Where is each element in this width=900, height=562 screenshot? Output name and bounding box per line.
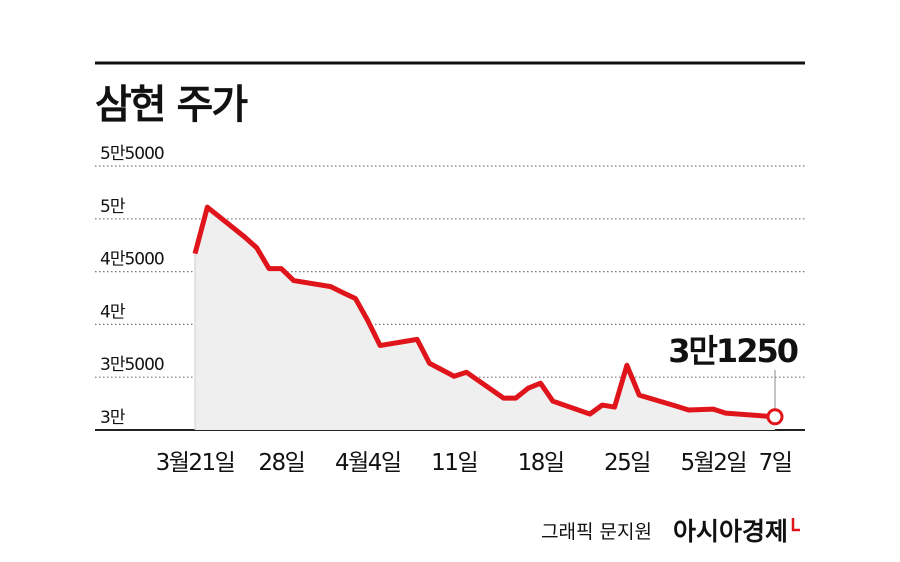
x-tick-label: 11일 (431, 450, 477, 476)
brand-mark (791, 518, 800, 532)
x-tick-label: 28일 (258, 450, 304, 476)
y-tick-label: 3만 (100, 408, 126, 428)
y-tick-label: 5만5000 (100, 144, 164, 164)
x-tick-label: 3월21일 (156, 450, 235, 476)
x-tick-label: 7일 (759, 450, 792, 476)
x-tick-label: 5월2일 (681, 450, 747, 476)
y-tick-label: 4만 (100, 302, 126, 322)
end-marker (766, 408, 784, 426)
area (195, 207, 775, 430)
y-tick-label: 3만5000 (100, 355, 164, 375)
value-label: 3만1250 (668, 332, 798, 370)
brand-logo: 아시아경제 (673, 517, 788, 546)
x-tick-label: 4월4일 (335, 450, 401, 476)
x-tick-label: 18일 (518, 450, 564, 476)
source: 그래픽 문지원 (541, 521, 652, 543)
y-tick-label: 5만 (100, 197, 126, 217)
series-line (192, 204, 776, 420)
chart-title: 삼현 주가 (95, 82, 248, 128)
y-tick-label: 4만5000 (100, 250, 164, 270)
x-tick-label: 25일 (604, 450, 650, 476)
